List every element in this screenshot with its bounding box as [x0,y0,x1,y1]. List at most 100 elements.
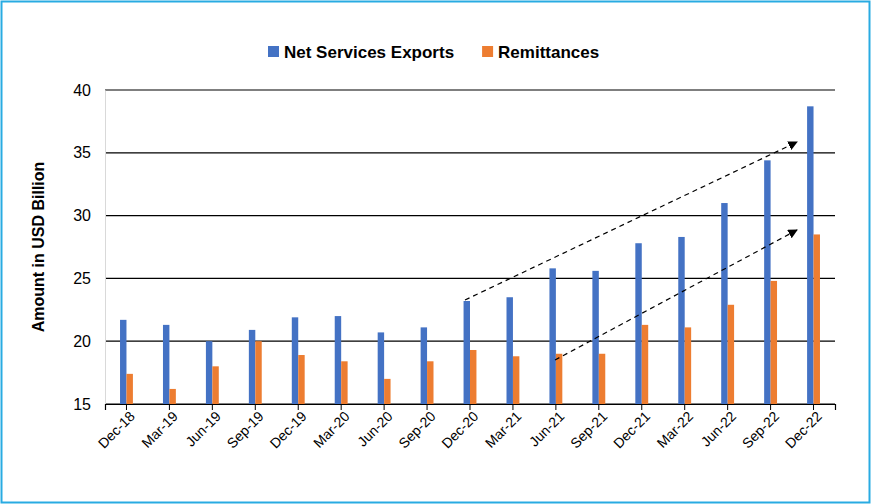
x-tick: Jun-20 [354,404,396,450]
y-tick: 15 [73,396,105,413]
y-axis: 15 20 25 30 35 40 [73,82,105,413]
x-tick: Mar-19 [138,404,181,451]
legend-swatch [482,46,493,57]
bar [212,366,218,404]
bar [635,243,641,404]
x-tick: Sep-20 [395,404,438,451]
x-tick-label: Jun-21 [526,408,568,450]
x-tick: Dec-21 [610,404,653,451]
bar [599,354,605,404]
y-tick-label: 15 [73,396,91,413]
x-tick: Jun-19 [182,404,224,450]
y-axis-line [105,91,106,405]
y-tick: 40 [73,82,105,99]
legend: Net Services Exports Remittances [268,43,599,62]
bar [206,341,212,404]
bar [513,356,519,404]
bar [341,361,347,404]
legend-item: Net Services Exports [268,43,454,62]
x-tick: Sep-21 [567,404,610,451]
bar [120,320,126,404]
x-tick-label: Mar-22 [653,408,696,451]
x-tick: Dec-19 [266,404,309,451]
bar [814,234,820,404]
bar [764,160,770,404]
x-tick-label: Sep-22 [739,408,782,451]
x-tick: Jun-21 [526,404,568,450]
bar [728,305,734,404]
series [120,106,814,404]
x-tick: Jun-22 [698,404,740,450]
bar [169,389,175,404]
x-tick: Mar-22 [653,404,696,451]
chart: 152025303540Dec-18Mar-19Jun-19Sep-19Dec-… [0,0,871,504]
x-tick-label: Dec-19 [266,408,309,451]
bar [685,327,691,404]
x-tick-label: Mar-19 [138,408,181,451]
x-tick: Sep-19 [224,404,267,451]
y-tick: 20 [73,333,105,350]
y-tick: 30 [73,207,105,224]
trend-arrow [465,142,797,300]
bar [292,317,298,404]
y-tick-label: 35 [73,144,91,161]
legend-swatch [268,46,279,57]
x-tick-label: Dec-20 [438,408,481,451]
x-tick-label: Jun-22 [698,408,740,450]
bar [549,268,555,404]
legend-label: Net Services Exports [284,43,454,62]
bar [721,203,727,404]
y-tick-label: 25 [73,270,91,287]
bar [378,332,384,404]
x-tick-label: Dec-22 [782,408,825,451]
x-tick-label: Dec-21 [610,408,653,451]
bar [556,354,562,404]
x-tick-label: Mar-21 [482,408,525,451]
x-tick-label: Mar-20 [310,408,353,451]
bar [249,330,255,404]
x-tick-label: Sep-21 [567,408,610,451]
y-tick-label: 40 [73,82,91,99]
bar [421,327,427,404]
bar [642,325,648,404]
bar [255,341,261,404]
x-tick: Dec-22 [782,404,825,451]
x-tick-label: Dec-18 [95,408,138,451]
x-tick-label: Sep-20 [395,408,438,451]
bar [470,350,476,404]
bar [126,374,132,404]
x-tick-label: Sep-19 [224,408,267,451]
bar [427,361,433,404]
y-tick-label: 30 [73,207,91,224]
y-tick: 35 [73,144,105,161]
x-tick: Mar-21 [482,404,525,451]
y-tick-label: 20 [73,333,91,350]
trend-arrow [555,230,797,360]
bars [120,106,820,404]
bar [464,301,470,404]
bar [163,325,169,404]
series [126,234,820,404]
x-axis: Dec-18Mar-19Jun-19Sep-19Dec-19Mar-20Jun-… [95,404,836,451]
bar [507,297,513,404]
bar [678,237,684,404]
grid-line [105,89,835,90]
legend-item: Remittances [482,43,599,62]
x-tick: Dec-18 [95,404,138,451]
grid-line [105,152,835,153]
x-tick: Dec-20 [438,404,481,451]
x-tick: Sep-22 [739,404,782,451]
x-tick: Mar-20 [310,404,353,451]
legend-label: Remittances [498,43,599,62]
bar [298,355,304,404]
bar [335,316,341,404]
bar [384,379,390,404]
y-tick: 25 [73,270,105,287]
x-tick-label: Jun-19 [182,408,224,450]
grid [105,90,835,404]
bar [807,106,813,404]
frame [2,2,870,503]
y-axis-title: Amount in USD Billion [30,162,47,333]
bar [771,281,777,404]
x-tick-label: Jun-20 [354,408,396,450]
